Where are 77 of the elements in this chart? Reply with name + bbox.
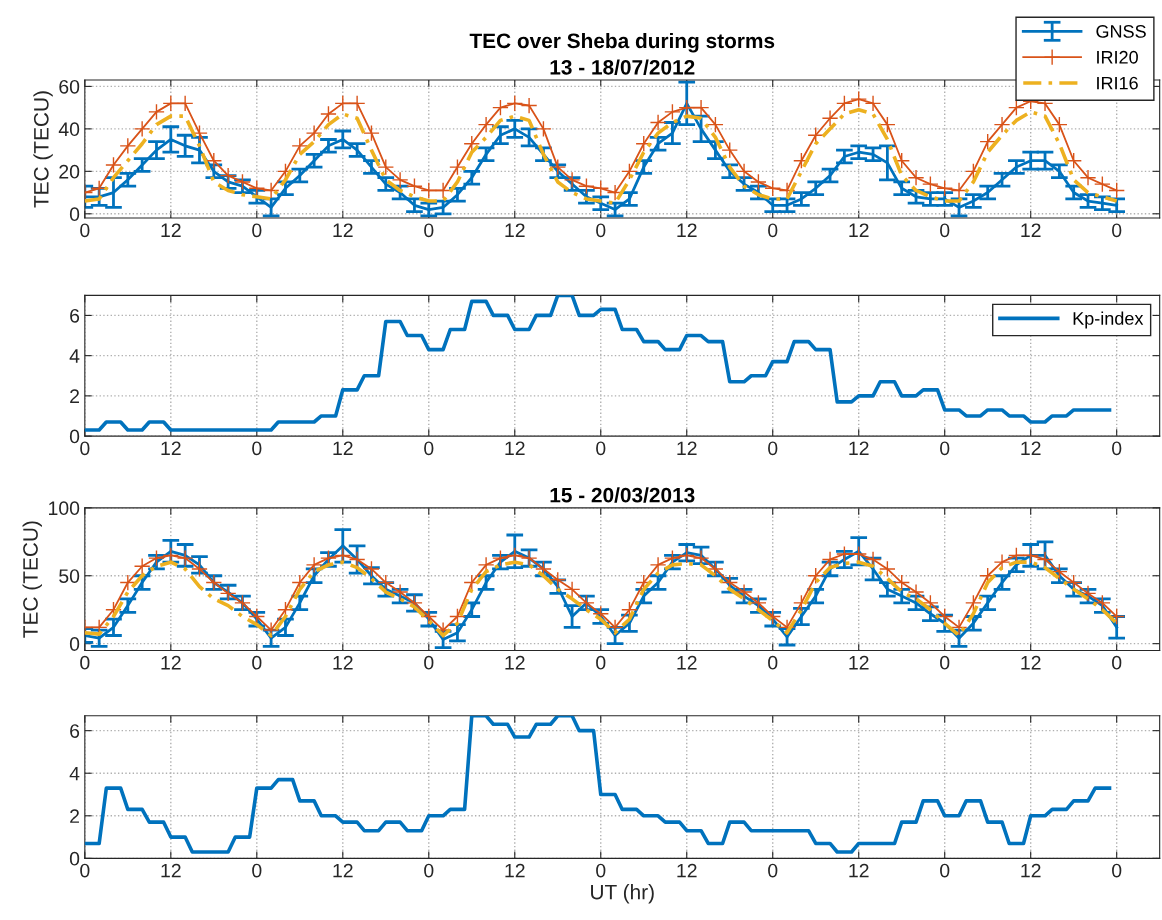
x-tick-label: 0 [940, 863, 950, 878]
y-tick-label: 6 [70, 308, 80, 323]
x-tick-label: 0 [1112, 655, 1122, 670]
x-tick-label: 12 [161, 223, 181, 237]
x-tick-label: 12 [677, 863, 697, 878]
x-tick-label: 12 [333, 655, 353, 670]
y-tick-label: 60 [59, 79, 80, 94]
legend-label: IRI20 [1097, 50, 1138, 64]
y-tick-label: 100 [49, 501, 80, 516]
x-tick-label: 0 [1112, 223, 1122, 238]
x-tick-label: 0 [80, 863, 90, 878]
y-tick-label: 6 [70, 724, 80, 738]
x-tick-label: 0 [1112, 863, 1122, 878]
x-tick-label: 0 [596, 441, 606, 456]
x-tick-label: 0 [768, 441, 778, 456]
x-tick-label: 12 [677, 223, 697, 237]
x-tick-label: 0 [768, 863, 778, 878]
x-axis-title: UT (hr) [591, 884, 654, 904]
x-tick-label: 12 [505, 655, 525, 670]
x-tick-label: 12 [333, 223, 353, 237]
x-tick-label: 0 [596, 863, 606, 878]
x-tick-label: 0 [424, 655, 434, 670]
x-tick-label: 0 [80, 223, 90, 238]
y-tick-label: 0 [69, 637, 80, 651]
y-tick-label: 20 [59, 164, 80, 179]
x-tick-label: 0 [940, 655, 950, 670]
x-tick-label: 12 [1021, 223, 1041, 237]
x-tick-label: 12 [849, 655, 869, 670]
x-tick-label: 0 [80, 441, 90, 456]
y-axis-title: TEC (TECU) [22, 521, 42, 638]
x-tick-label: 12 [1021, 441, 1041, 456]
x-tick-label: 0 [252, 863, 262, 878]
x-tick-label: 0 [252, 223, 262, 238]
x-tick-label: 0 [940, 223, 950, 238]
legend-label: IRI16 [1097, 76, 1138, 90]
x-tick-label: 12 [161, 441, 181, 456]
y-tick-label: 0 [69, 851, 80, 866]
x-tick-label: 0 [596, 223, 606, 238]
x-tick-label: 12 [333, 441, 353, 456]
x-tick-label: 12 [677, 655, 697, 670]
x-tick-label: 0 [940, 441, 950, 456]
chart-subtitle: 13 - 18/07/2012 [550, 59, 695, 75]
x-tick-label: 0 [768, 655, 778, 670]
x-tick-label: 12 [505, 863, 525, 878]
y-tick-label: 2 [70, 389, 79, 403]
x-tick-label: 12 [849, 223, 869, 237]
y-tick-label: 50 [59, 569, 80, 583]
y-axis-title: TEC (TECU) [33, 91, 53, 208]
x-tick-label: 12 [1021, 655, 1041, 670]
x-tick-label: 0 [596, 655, 606, 670]
x-tick-label: 0 [424, 863, 434, 878]
y-tick-label: 0 [69, 207, 80, 222]
x-tick-label: 0 [424, 441, 434, 456]
chart-title: TEC over Sheba during storms [469, 32, 775, 53]
y-tick-label: 4 [69, 766, 80, 781]
x-tick-label: 12 [333, 863, 353, 878]
y-tick-label: 2 [70, 809, 79, 823]
y-tick-label: 0 [69, 429, 80, 444]
x-tick-label: 12 [505, 223, 525, 237]
legend-label: GNSS [1096, 25, 1146, 38]
x-tick-label: 12 [1021, 863, 1041, 878]
x-tick-label: 0 [1112, 441, 1122, 456]
y-tick-label: 4 [69, 349, 80, 363]
x-tick-label: 12 [161, 863, 181, 878]
x-tick-label: 12 [849, 863, 869, 878]
x-tick-label: 12 [677, 441, 697, 456]
x-tick-label: 0 [80, 655, 90, 670]
x-tick-label: 0 [768, 223, 778, 238]
x-tick-label: 0 [252, 441, 262, 456]
x-tick-label: 12 [849, 441, 869, 456]
x-tick-label: 12 [161, 655, 181, 670]
legend-label: Kp-index [1073, 311, 1144, 329]
chart-subtitle: 15 - 20/03/2013 [550, 487, 695, 503]
x-tick-label: 0 [252, 655, 262, 670]
x-tick-label: 0 [424, 223, 434, 238]
y-tick-label: 40 [58, 122, 80, 137]
x-tick-label: 12 [505, 441, 525, 456]
